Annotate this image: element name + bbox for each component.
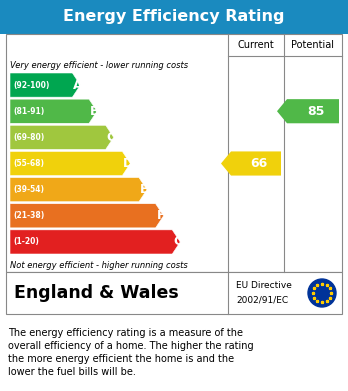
Polygon shape <box>10 99 97 123</box>
Text: 85: 85 <box>307 105 325 118</box>
Text: Potential: Potential <box>292 40 334 50</box>
Text: (55-68): (55-68) <box>13 159 44 168</box>
Text: The energy efficiency rating is a measure of the: The energy efficiency rating is a measur… <box>8 328 243 338</box>
Text: E: E <box>140 183 149 196</box>
Polygon shape <box>10 230 180 254</box>
Text: 2002/91/EC: 2002/91/EC <box>236 296 288 305</box>
Text: 66: 66 <box>250 157 268 170</box>
Text: lower the fuel bills will be.: lower the fuel bills will be. <box>8 367 136 377</box>
Text: EU Directive: EU Directive <box>236 282 292 291</box>
Text: Not energy efficient - higher running costs: Not energy efficient - higher running co… <box>10 262 188 271</box>
Polygon shape <box>10 125 114 149</box>
Text: the more energy efficient the home is and the: the more energy efficient the home is an… <box>8 354 234 364</box>
Text: England & Wales: England & Wales <box>14 284 179 302</box>
Text: A: A <box>73 79 83 91</box>
Polygon shape <box>221 151 281 176</box>
Text: (92-100): (92-100) <box>13 81 49 90</box>
Text: (21-38): (21-38) <box>13 211 44 220</box>
Text: G: G <box>173 235 183 248</box>
Text: overall efficiency of a home. The higher the rating: overall efficiency of a home. The higher… <box>8 341 254 351</box>
Text: Very energy efficient - lower running costs: Very energy efficient - lower running co… <box>10 61 188 70</box>
Text: C: C <box>107 131 116 144</box>
Polygon shape <box>10 73 80 97</box>
Circle shape <box>308 279 336 307</box>
Text: D: D <box>123 157 134 170</box>
Polygon shape <box>10 178 147 202</box>
Polygon shape <box>277 99 339 123</box>
Text: Current: Current <box>238 40 274 50</box>
Bar <box>6 34 342 272</box>
Text: (81-91): (81-91) <box>13 107 44 116</box>
Text: (1-20): (1-20) <box>13 237 39 246</box>
Text: (69-80): (69-80) <box>13 133 44 142</box>
Text: B: B <box>90 105 100 118</box>
Bar <box>6 272 342 314</box>
Polygon shape <box>10 204 164 228</box>
Text: (39-54): (39-54) <box>13 185 44 194</box>
Text: Energy Efficiency Rating: Energy Efficiency Rating <box>63 9 285 25</box>
Text: F: F <box>157 209 165 222</box>
Bar <box>0 0 348 34</box>
Polygon shape <box>10 151 130 176</box>
